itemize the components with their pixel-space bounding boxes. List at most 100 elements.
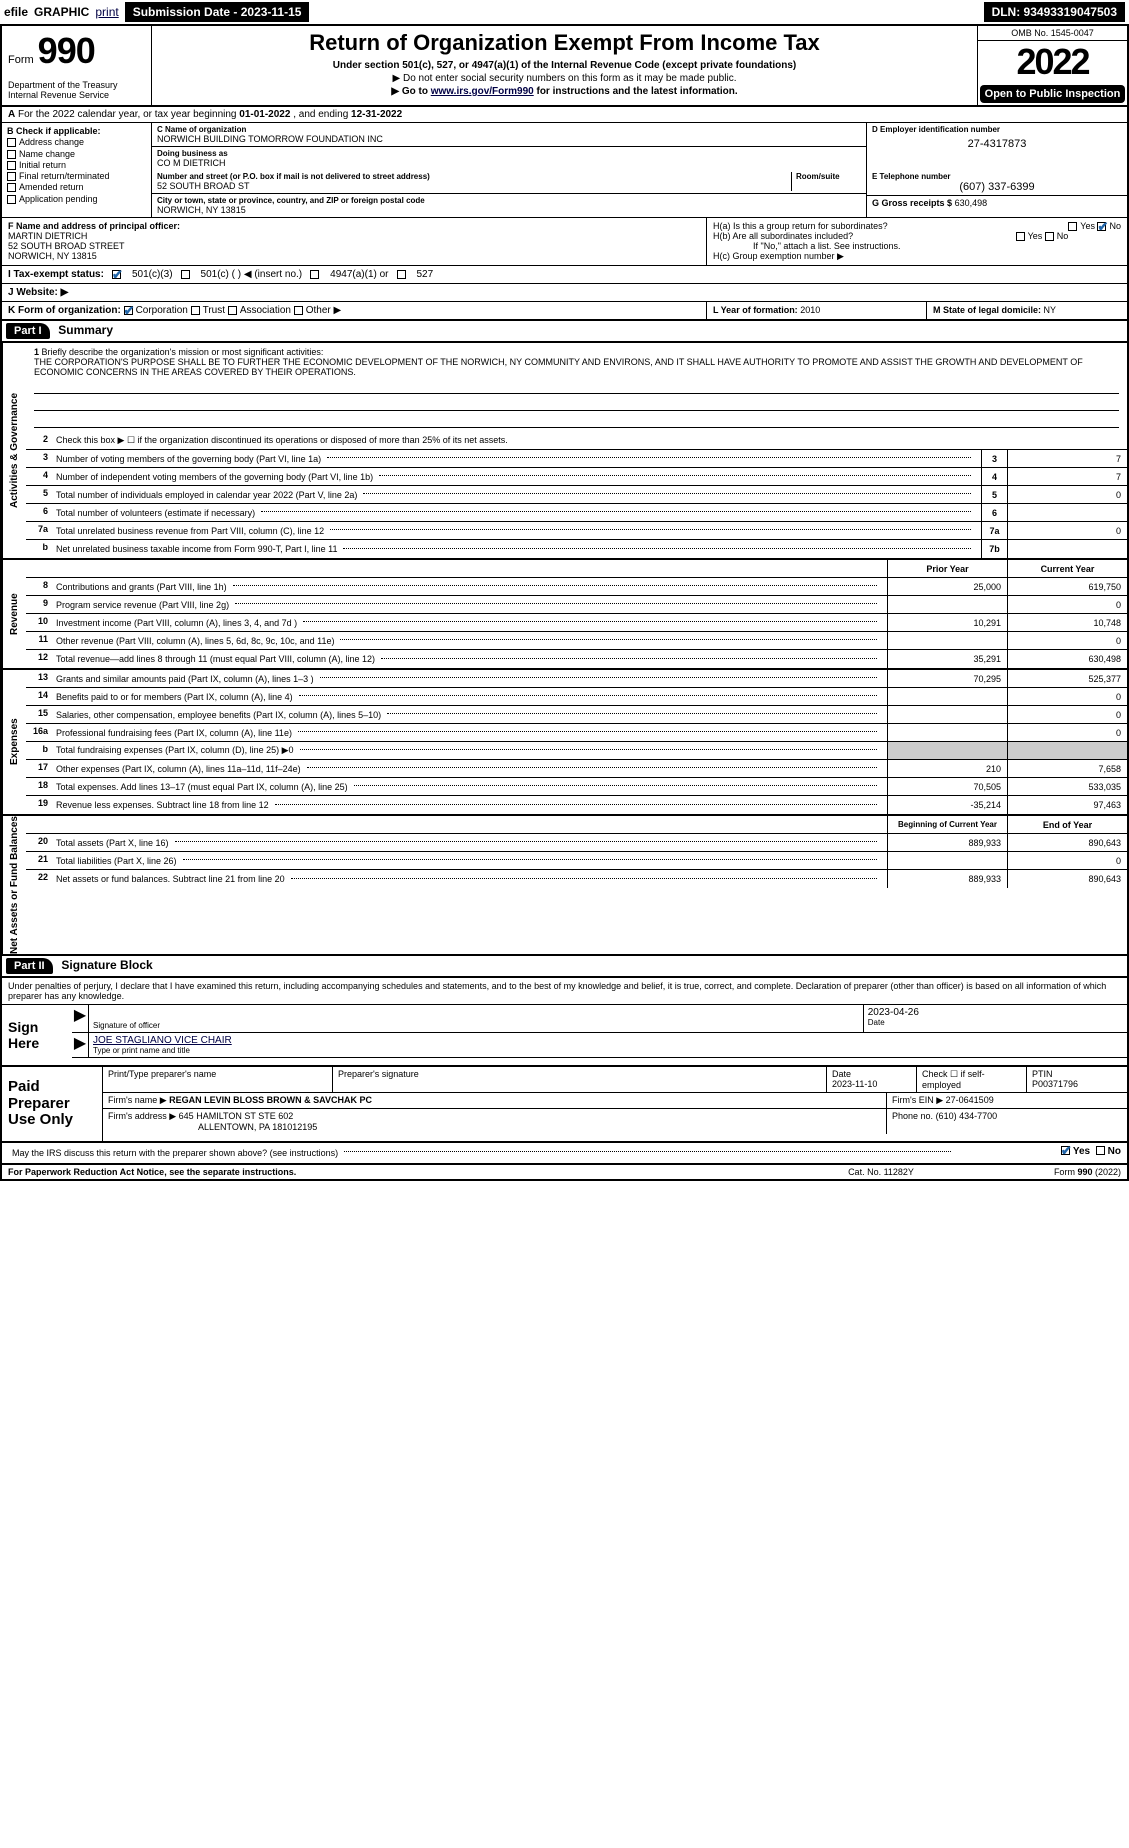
money-line: bTotal fundraising expenses (Part IX, co… xyxy=(26,742,1127,760)
gov-line: 3Number of voting members of the governi… xyxy=(26,450,1127,468)
paid-preparer-block: Paid Preparer Use Only Print/Type prepar… xyxy=(2,1067,1127,1143)
preparer-date: Date2023-11-10 xyxy=(827,1067,917,1092)
telephone: E Telephone number (607) 337-6399 xyxy=(867,170,1127,196)
part-ii-header: Part II Signature Block xyxy=(2,956,1127,978)
form-of-org: K Form of organization: ✔Corporation Tru… xyxy=(2,302,707,319)
ssn-warning: ▶ Do not enter social security numbers o… xyxy=(162,73,967,84)
money-line: 9Program service revenue (Part VIII, lin… xyxy=(26,596,1127,614)
form-header: Form 990 Department of the Treasury Inte… xyxy=(2,26,1127,107)
form-title: Return of Organization Exempt From Incom… xyxy=(162,30,967,56)
col-b-checkboxes: B Check if applicable: Address change Na… xyxy=(2,123,152,217)
open-to-public: Open to Public Inspection xyxy=(980,85,1125,103)
group-return: H(a) Is this a group return for subordin… xyxy=(707,218,1127,265)
tax-exempt-status: I Tax-exempt status: ✔501(c)(3) 501(c) (… xyxy=(2,266,1127,284)
sign-here-label: Sign Here xyxy=(2,1005,72,1065)
treasury-dept: Department of the Treasury Internal Reve… xyxy=(8,81,145,101)
efile-label: efile xyxy=(4,5,28,19)
perjury-declaration: Under penalties of perjury, I declare th… xyxy=(2,978,1127,1005)
chk-app-pending[interactable]: Application pending xyxy=(7,194,146,205)
money-line: 18Total expenses. Add lines 13–17 (must … xyxy=(26,778,1127,796)
money-line: 21Total liabilities (Part X, line 26)0 xyxy=(26,852,1127,870)
omb-number: OMB No. 1545-0047 xyxy=(978,26,1127,41)
part-i-header: Part I Summary xyxy=(2,321,1127,343)
vtab-revenue: Revenue xyxy=(2,560,26,668)
money-line: 10Investment income (Part VIII, column (… xyxy=(26,614,1127,632)
chk-initial-return[interactable]: Initial return xyxy=(7,160,146,171)
street-address: Number and street (or P.O. box if mail i… xyxy=(152,170,866,194)
subtitle: Under section 501(c), 527, or 4947(a)(1)… xyxy=(162,60,967,71)
org-name: C Name of organization NORWICH BUILDING … xyxy=(152,123,866,147)
year-header-row: Prior Year Current Year xyxy=(26,560,1127,578)
gov-line: 2Check this box ▶ ☐ if the organization … xyxy=(26,432,1127,450)
website: J Website: ▶ xyxy=(2,284,1127,302)
block-b-to-g: B Check if applicable: Address change Na… xyxy=(2,123,1127,218)
row-k-l-m: K Form of organization: ✔Corporation Tru… xyxy=(2,302,1127,321)
dln: DLN: 93493319047503 xyxy=(984,2,1125,22)
vtab-governance: Activities & Governance xyxy=(2,343,26,558)
irs-link[interactable]: www.irs.gov/Form990 xyxy=(431,86,534,97)
tax-year: 2022 xyxy=(978,41,1127,83)
preparer-signature: Preparer's signature xyxy=(333,1067,827,1092)
money-line: 8Contributions and grants (Part VIII, li… xyxy=(26,578,1127,596)
firm-ein: Firm's EIN ▶ 27-0641509 xyxy=(887,1093,1127,1108)
money-line: 13Grants and similar amounts paid (Part … xyxy=(26,670,1127,688)
money-line: 20Total assets (Part X, line 16)889,9338… xyxy=(26,834,1127,852)
gov-line: 7aTotal unrelated business revenue from … xyxy=(26,522,1127,540)
chk-name-change[interactable]: Name change xyxy=(7,149,146,160)
gov-line: 6Total number of volunteers (estimate if… xyxy=(26,504,1127,522)
state-domicile: M State of legal domicile: NY xyxy=(927,302,1127,319)
print-link[interactable]: print xyxy=(95,5,118,19)
vtab-net: Net Assets or Fund Balances xyxy=(2,816,26,954)
footer: For Paperwork Reduction Act Notice, see … xyxy=(2,1165,1127,1179)
arrow-icon: ▶ xyxy=(72,1005,88,1032)
dba: Doing business as CO M DIETRICH xyxy=(152,147,866,170)
net-header-row: Beginning of Current Year End of Year xyxy=(26,816,1127,834)
paid-preparer-label: Paid Preparer Use Only xyxy=(2,1067,102,1141)
money-line: 19Revenue less expenses. Subtract line 1… xyxy=(26,796,1127,814)
form-number: Form 990 xyxy=(8,30,145,72)
money-line: 15Salaries, other compensation, employee… xyxy=(26,706,1127,724)
firm-phone: Phone no. (610) 434-7700 xyxy=(887,1109,1127,1134)
topbar: efile GRAPHIC print Submission Date - 20… xyxy=(0,0,1129,24)
preparer-name: Print/Type preparer's name xyxy=(103,1067,333,1092)
self-employed-check[interactable]: Check ☐ if self-employed xyxy=(917,1067,1027,1092)
money-line: 16aProfessional fundraising fees (Part I… xyxy=(26,724,1127,742)
money-line: 11Other revenue (Part VIII, column (A), … xyxy=(26,632,1127,650)
irs-discuss-row: May the IRS discuss this return with the… xyxy=(2,1143,1127,1165)
year-formation: L Year of formation: 2010 xyxy=(707,302,927,319)
money-line: 12Total revenue—add lines 8 through 11 (… xyxy=(26,650,1127,668)
block-f-h: F Name and address of principal officer:… xyxy=(2,218,1127,266)
arrow-icon: ▶ xyxy=(72,1033,88,1057)
vtab-expenses: Expenses xyxy=(2,670,26,814)
section-revenue: Revenue Prior Year Current Year 8Contrib… xyxy=(2,560,1127,670)
firm-name: Firm's name ▶ REGAN LEVIN BLOSS BROWN & … xyxy=(103,1093,887,1108)
officer-name-link[interactable]: JOE STAGLIANO VICE CHAIR xyxy=(93,1035,232,1046)
submission-date: Submission Date - 2023-11-15 xyxy=(125,2,310,22)
officer-signature-field[interactable]: Signature of officer xyxy=(88,1005,863,1032)
sig-date-field: 2023-04-26 Date xyxy=(863,1005,1127,1032)
principal-officer: F Name and address of principal officer:… xyxy=(2,218,707,265)
chk-final-return[interactable]: Final return/terminated xyxy=(7,171,146,182)
firm-address: Firm's address ▶ 645 HAMILTON ST STE 602… xyxy=(103,1109,887,1134)
row-a-tax-year: A For the 2022 calendar year, or tax yea… xyxy=(2,107,1127,123)
form-990: Form 990 Department of the Treasury Inte… xyxy=(0,24,1129,1181)
gov-line: bNet unrelated business taxable income f… xyxy=(26,540,1127,558)
section-net-assets: Net Assets or Fund Balances Beginning of… xyxy=(2,816,1127,956)
section-governance: Activities & Governance 1 Briefly descri… xyxy=(2,343,1127,560)
section-expenses: Expenses 13Grants and similar amounts pa… xyxy=(2,670,1127,816)
money-line: 14Benefits paid to or for members (Part … xyxy=(26,688,1127,706)
money-line: 17Other expenses (Part IX, column (A), l… xyxy=(26,760,1127,778)
chk-amended[interactable]: Amended return xyxy=(7,182,146,193)
gross-receipts: G Gross receipts $ 630,498 xyxy=(867,196,1127,210)
chk-address-change[interactable]: Address change xyxy=(7,137,146,148)
money-line: 22Net assets or fund balances. Subtract … xyxy=(26,870,1127,888)
gov-line: 4Number of independent voting members of… xyxy=(26,468,1127,486)
mission: 1 Briefly describe the organization's mi… xyxy=(26,343,1127,432)
instructions-link-row: ▶ Go to www.irs.gov/Form990 for instruct… xyxy=(162,86,967,97)
city-state-zip: City or town, state or province, country… xyxy=(152,194,866,217)
officer-name-field: JOE STAGLIANO VICE CHAIR Type or print n… xyxy=(88,1033,1127,1057)
graphic-label: GRAPHIC xyxy=(34,5,89,19)
signature-block: Under penalties of perjury, I declare th… xyxy=(2,978,1127,1067)
gov-line: 5Total number of individuals employed in… xyxy=(26,486,1127,504)
ptin: PTINP00371796 xyxy=(1027,1067,1127,1092)
